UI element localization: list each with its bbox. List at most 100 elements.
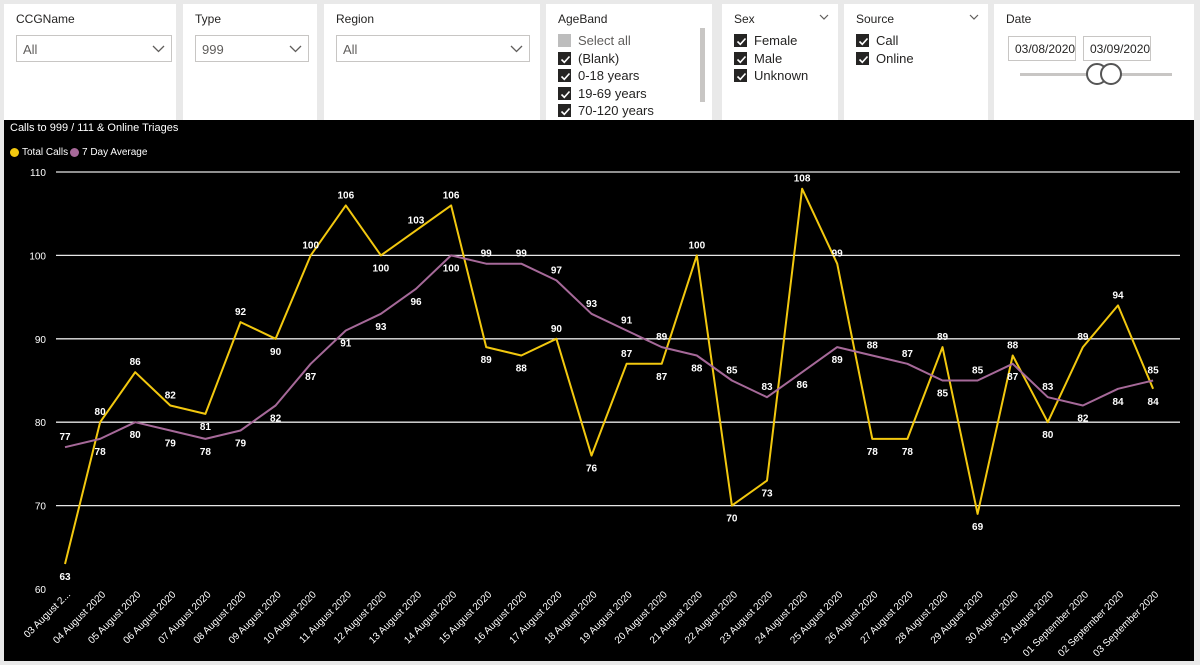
data-label: 85 [726,366,738,377]
data-label: 96 [410,297,422,308]
side-strip [1194,120,1200,665]
data-label: 88 [516,363,528,374]
checkbox-label: Unknown [754,68,809,84]
data-label: 87 [305,372,317,383]
line-chart-panel: Calls to 999 / 111 & Online Triages Tota… [4,120,1194,661]
ageband-scrollbar[interactable] [700,28,705,102]
data-label: 91 [340,338,352,349]
checkbox-label: Female [754,33,798,49]
chevron-down-icon[interactable] [819,14,829,21]
data-label: 89 [656,332,668,343]
data-label: 85 [1148,366,1160,377]
data-label: 87 [902,349,914,360]
slicer-type: Type 999 [183,4,317,120]
slicer-title: Type [195,12,222,26]
ageband-item-blank[interactable]: (Blank) [558,50,654,68]
x-tick-label: 01 September 2020 [1021,589,1091,659]
data-label: 89 [1077,332,1089,343]
data-label: 88 [867,340,879,351]
data-label: 106 [337,190,354,201]
checkbox-label: (Blank) [578,50,620,66]
data-label: 76 [586,464,598,475]
data-label: 78 [200,447,212,458]
slicer-title: Date [1006,12,1032,26]
data-label: 79 [165,439,177,450]
checkbox-label: 70-120 years [578,103,654,119]
data-label: 97 [551,265,563,276]
slicer-source: Source Call Online [844,4,988,120]
data-label: 90 [270,347,282,358]
data-label: 83 [761,382,773,393]
ccgname-dropdown[interactable]: All [16,35,172,62]
data-label: 90 [551,324,563,335]
slicer-date: Date 03/08/2020 03/09/2020 [994,4,1194,120]
y-tick-label: 60 [35,585,47,596]
date-slider-end-handle[interactable] [1100,63,1122,85]
data-label: 93 [586,299,598,310]
checkbox-label: Select all [578,33,631,49]
data-label: 73 [761,489,773,500]
region-dropdown[interactable]: All [336,35,530,62]
data-label: 82 [1077,414,1089,425]
ageband-item-select-all[interactable]: Select all [558,32,654,50]
x-tick-label: 02 September 2020 [1056,589,1126,659]
checkbox-label: 19-69 years [578,85,647,101]
data-label: 89 [832,355,844,366]
data-label: 87 [656,372,668,383]
legend-item-7-day-average[interactable]: 7 Day Average [70,147,147,158]
data-label: 100 [302,240,319,251]
data-label: 70 [726,514,738,525]
data-label: 99 [832,249,844,260]
chart-title: Calls to 999 / 111 & Online Triages [10,122,179,134]
data-label: 80 [1042,430,1054,441]
x-tick-label: 03 September 2020 [1091,589,1161,659]
data-label: 69 [972,522,984,533]
data-label: 89 [937,332,949,343]
data-label: 89 [481,355,493,366]
data-label: 83 [1042,382,1054,393]
data-label: 106 [443,190,460,201]
chevron-down-icon [289,45,302,53]
source-item-online[interactable]: Online [856,50,914,68]
slicer-title: AgeBand [558,12,608,26]
legend-item-total-calls[interactable]: Total Calls [10,147,68,158]
ageband-item-0-18[interactable]: 0-18 years [558,67,654,85]
slicer-title: Source [856,12,895,26]
data-label: 84 [1112,397,1124,408]
chevron-down-icon[interactable] [969,14,979,21]
sex-item-male[interactable]: Male [734,50,808,68]
ageband-item-70-120[interactable]: 70-120 years [558,102,654,120]
checkbox-checked-icon [856,51,869,65]
legend-marker [70,148,79,157]
data-label: 86 [797,380,809,391]
data-label: 86 [130,357,142,368]
sex-item-unknown[interactable]: Unknown [734,67,808,85]
y-tick-label: 70 [35,502,47,513]
y-tick-label: 80 [35,418,47,429]
data-label: 82 [270,414,282,425]
date-end-input[interactable]: 03/09/2020 [1083,36,1151,61]
date-start-input[interactable]: 03/08/2020 [1008,36,1076,61]
data-label: 99 [516,249,528,260]
checkbox-checked-icon [558,69,571,83]
sex-item-female[interactable]: Female [734,32,808,50]
legend-marker [10,148,19,157]
slicer-title: Sex [734,12,755,26]
data-label: 78 [95,447,107,458]
legend-label: Total Calls [22,147,69,158]
slicer-title: Region [336,12,375,26]
slicer-sex: Sex Female Male Unknown [722,4,838,120]
checkbox-checked-icon [734,51,747,65]
slicer-title: CCGName [16,12,75,26]
type-dropdown[interactable]: 999 [195,35,309,62]
data-label: 78 [867,447,879,458]
checkbox-label: Call [876,33,899,49]
data-label: 85 [972,366,984,377]
data-label: 87 [621,349,633,360]
ageband-item-19-69[interactable]: 19-69 years [558,85,654,103]
data-label: 63 [59,572,71,583]
data-label: 100 [443,263,460,274]
series-line-7-day-average [64,254,1154,449]
source-item-call[interactable]: Call [856,32,914,50]
data-label: 78 [902,447,914,458]
